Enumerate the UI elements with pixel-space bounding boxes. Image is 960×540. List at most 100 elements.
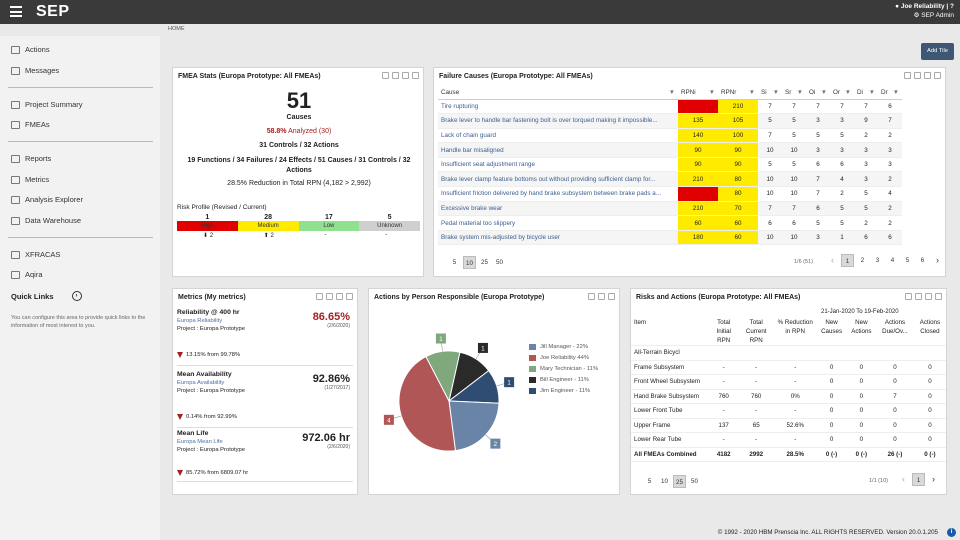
risk-bar[interactable]: High xyxy=(177,221,238,231)
expand-icon[interactable] xyxy=(598,293,605,300)
metric-card[interactable]: Mean Availability Europa Availability Proj… xyxy=(177,371,353,428)
table-row[interactable]: Lower Rear Tube - - -0 0 0 0 xyxy=(631,432,946,448)
legend-item[interactable]: Bill Engineer - 11% xyxy=(529,377,598,383)
page-size-option[interactable]: 10 xyxy=(661,478,668,485)
risk-bar[interactable]: Unknown xyxy=(359,221,420,231)
settings-icon[interactable] xyxy=(588,293,595,300)
risk-bar[interactable]: Medium xyxy=(237,221,299,231)
table-row[interactable]: Handle bar misaligned 90 90 10 10 3 3 3 3 xyxy=(438,142,902,158)
export-icon[interactable] xyxy=(382,72,389,79)
expand-icon[interactable] xyxy=(925,293,932,300)
table-row[interactable]: Tire rupturing 343 210 7 7 7 7 7 6 xyxy=(438,99,902,115)
filter-icon[interactable]: ▼ xyxy=(668,89,675,97)
table-row[interactable]: All-Terrain Bicycl xyxy=(631,345,946,361)
next-page-icon[interactable]: › xyxy=(932,474,935,484)
table-row[interactable]: Lower Front Tube - - -0 0 0 0 xyxy=(631,403,946,419)
page-number[interactable]: 1 xyxy=(912,473,925,486)
cause-cell[interactable]: Pedal material too slippery xyxy=(438,215,678,231)
page-number[interactable]: 5 xyxy=(905,257,910,264)
pie-slice[interactable] xyxy=(448,400,500,452)
metric-card[interactable]: Mean Life Europa Mean Life Project : Europ… xyxy=(177,430,353,482)
table-row[interactable]: Brake system mis-adjusted by bicycle use… xyxy=(438,230,902,246)
pie-slice[interactable] xyxy=(398,355,456,452)
sidebar-item-analysis-explorer[interactable]: Analysis Explorer xyxy=(11,195,83,204)
sidebar-item-project-summary[interactable]: Project Summary xyxy=(11,100,83,109)
table-row[interactable]: Pedal material too slippery 60 60 6 6 5 5 2 2 xyxy=(438,215,902,231)
sidebar-item-data-warehouse[interactable]: Data Warehouse xyxy=(11,216,81,225)
table-row[interactable]: Excessive brake wear 210 70 7 7 6 5 5 2 xyxy=(438,201,902,217)
cause-cell[interactable]: Excessive brake wear xyxy=(438,201,678,217)
page-size-option[interactable]: 10 xyxy=(463,256,476,269)
sidebar-item-fmeas[interactable]: FMEAs xyxy=(11,120,50,129)
page-size-option[interactable]: 50 xyxy=(496,259,503,266)
legend-item[interactable]: Joe Reliability 44% xyxy=(529,355,598,361)
page-number[interactable]: 1 xyxy=(841,254,854,267)
cause-cell[interactable]: Handle bar misaligned xyxy=(438,142,678,158)
close-icon[interactable] xyxy=(346,293,353,300)
table-row[interactable]: Hand Brake Subsystem 760 760 0% 0 0 7 0 xyxy=(631,389,946,404)
column-header[interactable]: Di ▼ xyxy=(854,87,878,100)
settings-icon[interactable] xyxy=(392,72,399,79)
close-icon[interactable] xyxy=(412,72,419,79)
page-number[interactable]: 6 xyxy=(920,257,925,264)
column-header[interactable]: Sr ▼ xyxy=(782,87,806,100)
close-icon[interactable] xyxy=(935,293,942,300)
sidebar-item-metrics[interactable]: Metrics xyxy=(11,175,49,184)
export-icon[interactable] xyxy=(316,293,323,300)
cause-cell[interactable]: Brake lever to handle bar fastening bolt… xyxy=(438,113,678,129)
column-header[interactable]: Dr ▼ xyxy=(878,87,902,100)
sidebar-item-aqira[interactable]: Aqira xyxy=(11,270,43,279)
column-header[interactable]: Oi ▼ xyxy=(806,87,830,100)
page-size-option[interactable]: 5 xyxy=(452,259,457,266)
arrow-right-icon[interactable]: › xyxy=(71,291,82,301)
cause-cell[interactable]: Brake system mis-adjusted by bicycle use… xyxy=(438,230,678,246)
column-header[interactable]: Si ▼ xyxy=(758,87,782,100)
table-row[interactable]: Upper Frame 137 65 52.6% 0 0 0 0 xyxy=(631,418,946,433)
table-row[interactable]: Lack of chain guard 140 100 7 5 5 5 2 2 xyxy=(438,128,902,144)
user-name[interactable]: Joe Reliability xyxy=(900,3,945,10)
info-icon[interactable]: i xyxy=(947,528,956,537)
sidebar-item-actions[interactable]: Actions xyxy=(11,45,50,54)
table-row[interactable]: Insufficient seat adjustment range 90 90 5 5… xyxy=(438,157,902,173)
page-size-option[interactable]: 5 xyxy=(647,478,652,485)
settings-icon[interactable] xyxy=(915,293,922,300)
filter-icon[interactable]: ▼ xyxy=(820,89,827,97)
table-row[interactable]: Brake lever to handle bar fastening bolt… xyxy=(438,113,902,129)
table-row[interactable]: Front Wheel Subsystem - - -0 0 0 0 xyxy=(631,374,946,390)
expand-icon[interactable] xyxy=(336,293,343,300)
column-header[interactable]: RPNr ▼ xyxy=(718,87,758,100)
legend-item[interactable]: Mary Technician - 11% xyxy=(529,366,598,372)
prev-page-icon[interactable]: ‹ xyxy=(902,474,905,484)
metric-card[interactable]: Reliability @ 400 hr Europa Reliability Pr… xyxy=(177,309,353,366)
expand-icon[interactable] xyxy=(402,72,409,79)
settings-icon[interactable] xyxy=(914,72,921,79)
add-tile-button[interactable]: Add Tile xyxy=(921,43,954,60)
export-icon[interactable] xyxy=(905,293,912,300)
table-row[interactable]: Frame Subsystem - - -0 0 0 0 xyxy=(631,360,946,375)
filter-icon[interactable]: ▼ xyxy=(796,89,803,97)
prev-page-icon[interactable]: ‹ xyxy=(831,255,834,265)
sidebar-item-reports[interactable]: Reports xyxy=(11,154,51,163)
breadcrumb-home[interactable]: HOME xyxy=(168,26,185,32)
cause-cell[interactable]: Brake lever clamp feature bottoms out wi… xyxy=(438,171,678,188)
page-number[interactable]: 3 xyxy=(875,257,880,264)
legend-item[interactable]: Jim Engineer - 11% xyxy=(529,388,598,394)
table-row[interactable]: Brake lever clamp feature bottoms out wi… xyxy=(438,171,902,188)
close-icon[interactable] xyxy=(608,293,615,300)
cause-cell[interactable]: Lack of chain guard xyxy=(438,128,678,144)
menu-icon[interactable] xyxy=(10,6,22,17)
filter-icon[interactable]: ▼ xyxy=(844,89,851,97)
filter-icon[interactable]: ▼ xyxy=(772,89,779,97)
cause-cell[interactable]: Insufficient seat adjustment range xyxy=(438,157,678,173)
cause-cell[interactable]: Insufficient friction delivered by hand … xyxy=(438,186,678,202)
next-page-icon[interactable]: › xyxy=(936,255,939,265)
filter-icon[interactable]: ▼ xyxy=(868,89,875,97)
page-number[interactable]: 2 xyxy=(860,257,865,264)
column-header[interactable]: Or ▼ xyxy=(830,87,854,100)
risk-bar[interactable]: Low xyxy=(298,221,360,231)
table-row[interactable]: Insufficient friction delivered by hand … xyxy=(438,186,902,202)
help-icon[interactable]: ? xyxy=(950,3,954,10)
page-number[interactable]: 4 xyxy=(890,257,895,264)
column-header[interactable]: RPNi ▼ xyxy=(678,87,718,100)
export-icon[interactable] xyxy=(904,72,911,79)
